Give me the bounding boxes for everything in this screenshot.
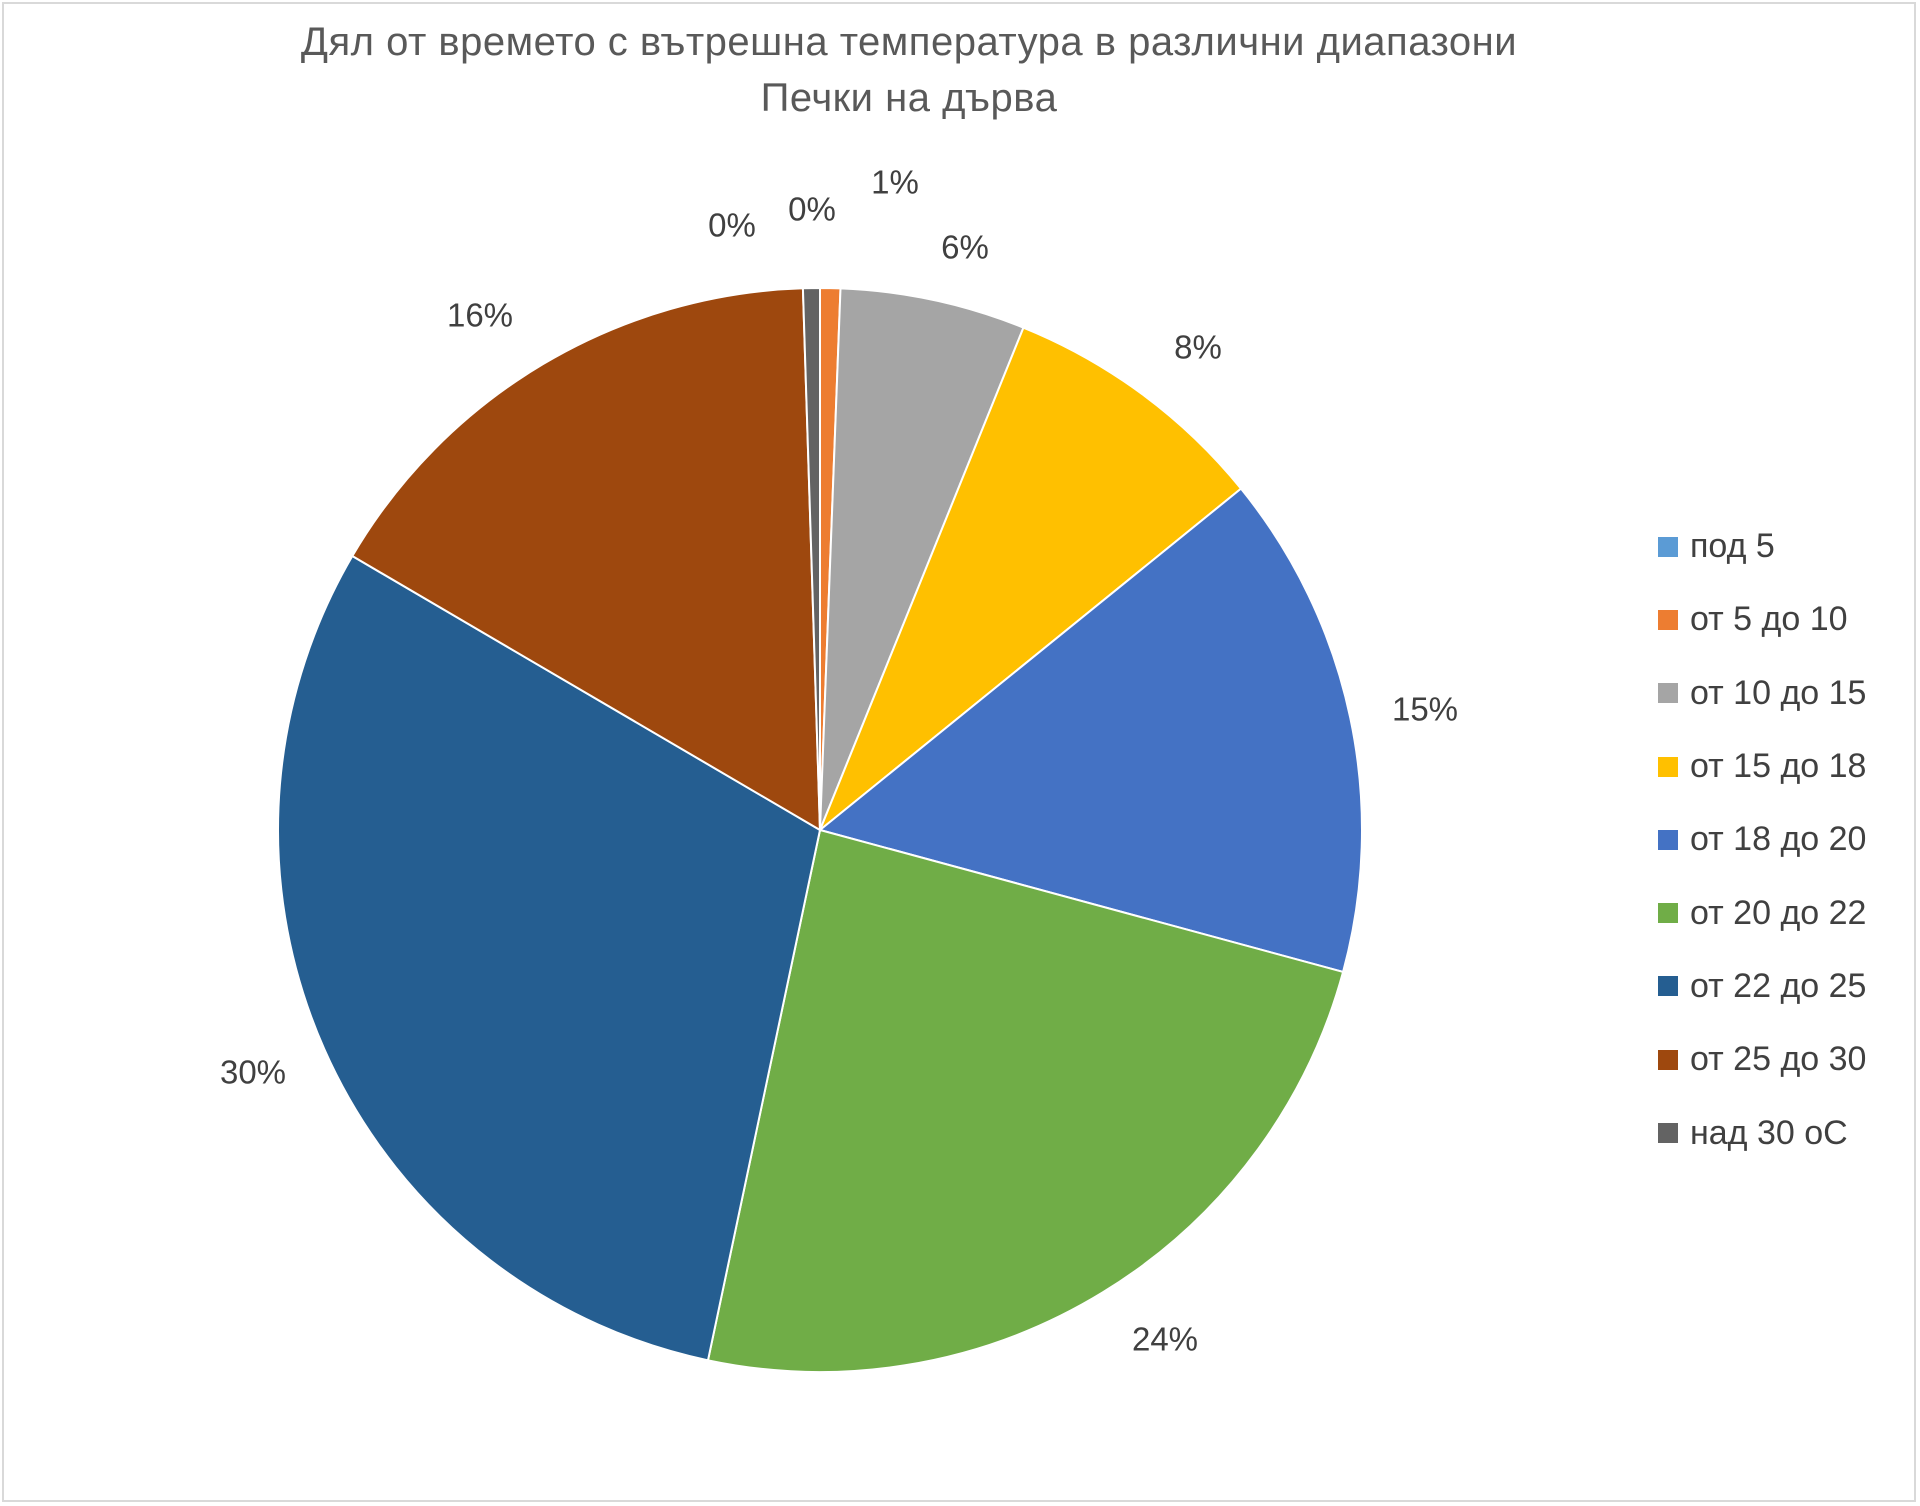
legend-label: от 5 до 10 <box>1690 600 1848 639</box>
pie-slice-от-15-до-18 <box>819 326 1243 831</box>
legend-label: от 22 до 25 <box>1690 966 1867 1005</box>
legend-swatch <box>1658 1123 1678 1144</box>
legend-label: от 20 до 22 <box>1690 893 1867 932</box>
legend-label: от 18 до 20 <box>1690 820 1867 859</box>
legend-swatch <box>1658 756 1678 777</box>
legend-swatch <box>1658 829 1678 850</box>
data-label-от-5-до-10: 1% <box>871 164 919 201</box>
data-label-от-22-до-25: 30% <box>220 1054 286 1091</box>
data-label-под-5: 0% <box>708 207 756 244</box>
legend-item-над-30-ос: над 30 оС <box>1658 1096 1866 1169</box>
pie-slice-от-10-до-15 <box>819 287 1025 831</box>
data-label-от-20-до-22: 24% <box>1132 1321 1198 1358</box>
legend-label: от 10 до 15 <box>1690 673 1867 712</box>
pie-slice-от-18-до-20 <box>817 487 1363 974</box>
data-label-от-18-до-20: 15% <box>1392 691 1458 728</box>
legend-label: от 25 до 30 <box>1690 1040 1867 1079</box>
legend-item-под-5: под 5 <box>1658 510 1866 583</box>
legend-item-от-22-до-25: от 22 до 25 <box>1658 950 1866 1023</box>
chart-title-line: Дял от времето с вътрешна температура в … <box>300 20 1518 64</box>
legend-label: от 15 до 18 <box>1690 747 1867 786</box>
pie-slices <box>277 286 1363 1374</box>
legend-item-от-10-до-15: от 10 до 15 <box>1658 657 1866 730</box>
data-labels: 0% 1% 6% 8% 15% 24% 30% 16% 0% <box>220 164 1458 1358</box>
data-label-от-25-до-30: 16% <box>447 297 513 334</box>
legend-swatch <box>1658 903 1678 924</box>
pie-slice-над-30-ос <box>801 286 821 831</box>
data-label-над-30-ос: 0% <box>788 191 836 228</box>
legend-label: под 5 <box>1690 527 1775 566</box>
legend-item-от-18-до-20: от 18 до 20 <box>1658 803 1866 876</box>
data-label-от-10-до-15: 6% <box>941 229 989 266</box>
legend-swatch <box>1658 976 1678 997</box>
pie-slice-от-22-до-25 <box>277 554 822 1362</box>
legend: под 5 от 5 до 10 от 10 до 15 от 15 до 18 от … <box>1658 510 1866 1170</box>
legend-swatch <box>1658 1049 1678 1070</box>
legend-item-от-5-до-10: от 5 до 10 <box>1658 583 1866 656</box>
legend-item-от-15-до-18: от 15 до 18 <box>1658 730 1866 803</box>
data-label-от-15-до-18: 8% <box>1174 329 1222 366</box>
chart-subtitle: Печки на дърва <box>760 76 1058 120</box>
pie-slice-от-20-до-22 <box>706 828 1345 1374</box>
legend-label: над 30 оС <box>1690 1113 1848 1152</box>
legend-item-от-25-до-30: от 25 до 30 <box>1658 1023 1866 1096</box>
legend-item-от-20-до-22: от 20 до 22 <box>1658 876 1866 949</box>
legend-swatch <box>1658 683 1678 704</box>
legend-swatch <box>1658 609 1678 630</box>
pie-slice-от-25-до-30 <box>350 287 822 832</box>
chart-title: Дял от времето с вътрешна температура в … <box>4 14 1814 126</box>
legend-swatch <box>1658 536 1678 557</box>
